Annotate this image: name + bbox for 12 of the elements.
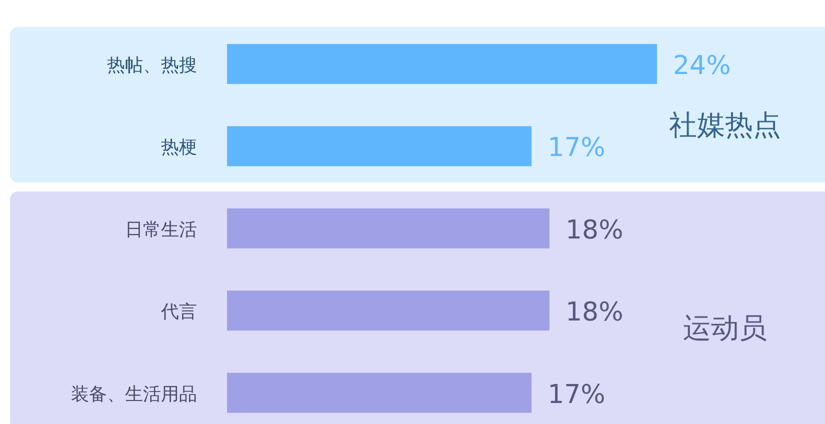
band-label: 社媒热点 <box>669 108 781 142</box>
data-label: 18% <box>566 215 624 246</box>
y-tick-label: 代言 <box>160 302 197 323</box>
data-label: 17% <box>548 133 606 164</box>
data-label: 18% <box>566 298 624 328</box>
y-tick-label: 热帖、热搜 <box>107 55 197 76</box>
y-tick-label: 热梗 <box>161 137 197 158</box>
band-label: 运动员 <box>683 312 767 345</box>
y-tick-label: 装备、生活用品 <box>71 384 197 405</box>
data-label: 17% <box>548 380 606 410</box>
data-label: 24% <box>673 51 731 81</box>
y-tick-label: 日常生活 <box>125 219 197 240</box>
